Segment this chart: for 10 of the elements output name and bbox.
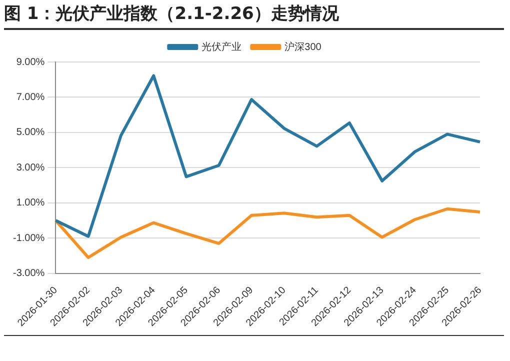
chart-title: 图 1：光伏产业指数（2.1-2.26）走势情况 xyxy=(4,2,504,30)
y-tick-label: 7.00% xyxy=(16,92,45,103)
legend-label: 沪深300 xyxy=(284,40,322,53)
y-tick-label: 3.00% xyxy=(16,162,45,174)
y-tick-label: -1.00% xyxy=(12,232,45,244)
y-tick-label: 5.00% xyxy=(16,127,45,138)
y-tick-label: 9.00% xyxy=(16,56,45,68)
y-tick-label: -3.00% xyxy=(12,268,45,280)
y-tick-label: 1.00% xyxy=(16,198,45,209)
legend-label: 光伏产业 xyxy=(202,40,242,53)
